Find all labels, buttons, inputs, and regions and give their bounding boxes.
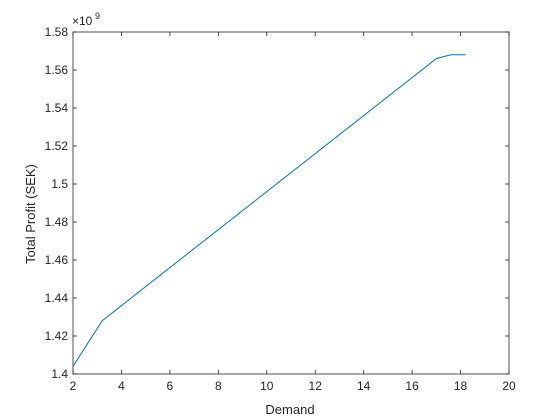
x-tick-label: 18 (454, 379, 468, 393)
y-tick-label: 1.54 (45, 101, 69, 115)
x-tick-label: 10 (260, 379, 274, 393)
x-axis-label: Demand (265, 402, 314, 417)
x-tick-label: 8 (215, 379, 222, 393)
x-tick-label: 20 (502, 379, 516, 393)
x-tick-label: 4 (118, 379, 125, 393)
y-exponent-power: 9 (95, 11, 100, 21)
x-tick-label: 16 (405, 379, 419, 393)
y-tick-label: 1.56 (45, 63, 69, 77)
axes-box (72, 31, 510, 375)
y-exponent-base: ×10 (72, 14, 93, 28)
y-tick-label: 1.52 (45, 139, 69, 153)
y-tick-label: 1.58 (45, 25, 69, 39)
series-line-0 (72, 54, 466, 367)
y-tick-label: 1.48 (45, 215, 69, 229)
x-tick-label: 2 (70, 379, 77, 393)
y-tick-label: 1.5 (51, 177, 68, 191)
plot-area: 2 4 6 8 10 12 14 16 18 20 1.4 1.42 1.44 1.46 1.48 1.5 1.… (45, 25, 516, 393)
x-tick-label: 6 (167, 379, 174, 393)
y-tick-label: 1.44 (45, 291, 69, 305)
x-tick-label: 14 (357, 379, 371, 393)
y-exponent-label: ×10 9 (72, 11, 100, 28)
y-tick-label: 1.4 (51, 367, 68, 381)
y-tick-label: 1.42 (45, 329, 69, 343)
y-tick-label: 1.46 (45, 253, 69, 267)
x-tick-label: 12 (309, 379, 323, 393)
y-axis-label: Total Profit (SEK) (23, 164, 38, 264)
